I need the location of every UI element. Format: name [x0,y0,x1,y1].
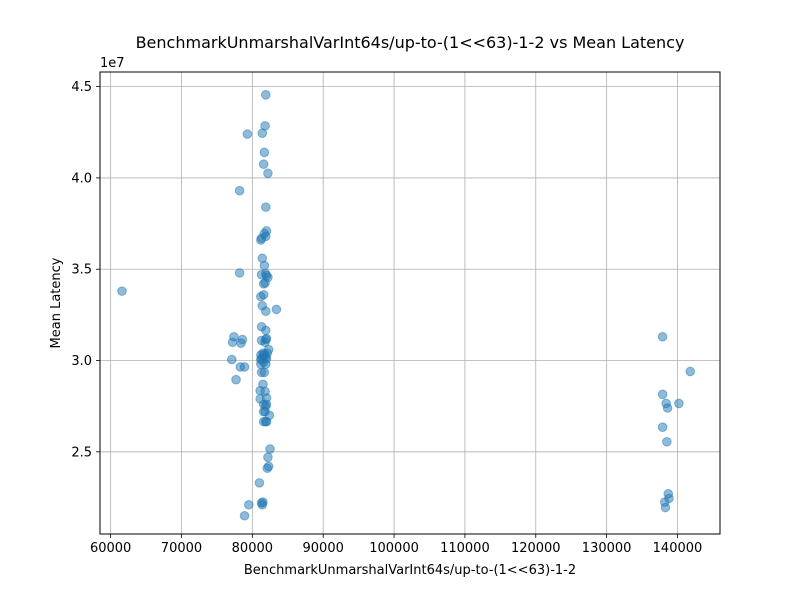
x-axis-label: BenchmarkUnmarshalVarInt64s/up-to-(1<<63… [244,563,576,578]
data-point [258,497,268,507]
x-tick-label: 100000 [369,541,419,556]
data-point [261,333,272,344]
x-tick-label: 130000 [582,541,632,556]
x-tick-label: 140000 [653,541,703,556]
data-point [234,268,245,278]
data-point [662,436,672,447]
x-tick-label: 90000 [303,541,344,556]
data-point [261,202,271,212]
x-tick-label: 80000 [232,541,273,556]
data-point [229,331,239,342]
data-point [237,334,248,345]
y-axis-offset-label: 1e7 [100,56,125,71]
data-point [685,366,696,377]
data-point [117,286,127,296]
data-point [263,168,273,179]
data-point [660,502,671,513]
x-tick-label: 120000 [511,541,561,556]
grid-lines [100,72,720,534]
data-point [271,304,282,315]
data-point [226,354,237,365]
plot-area-frame [99,71,721,535]
data-point [664,493,674,504]
data-point [231,374,241,385]
data-point [259,147,270,158]
y-tick-label: 4.5 [71,80,92,95]
data-point [239,510,250,521]
data-point [264,410,275,421]
data-point [263,272,273,283]
data-point [244,499,254,510]
chart-title: BenchmarkUnmarshalVarInt64s/up-to-(1<<63… [136,33,685,52]
data-point [657,422,668,432]
data-point [259,367,270,378]
data-point [260,121,270,131]
y-tick-label: 3.0 [71,354,92,369]
y-tick-label: 3.5 [71,263,92,278]
data-point [261,325,271,336]
data-point [261,90,271,100]
y-tick-label: 4.0 [71,171,92,186]
data-point [263,344,274,355]
data-point [261,399,272,410]
data-point [263,452,273,463]
axis-ticks: 60000 70000 80000 90000 100000 110000 120000 13… [71,80,702,556]
data-point [258,159,269,170]
data-point [265,444,275,454]
x-tick-label: 70000 [161,541,202,556]
data-point [674,398,684,409]
data-point [662,403,673,413]
data-points [117,90,696,521]
data-point [254,478,265,488]
data-point [263,461,274,472]
y-tick-label: 2.5 [71,445,92,460]
data-point [657,331,668,342]
data-point [261,306,271,317]
data-point [239,362,250,372]
data-point [234,185,245,196]
y-axis-label: Mean Latency [49,257,64,348]
data-point [242,129,253,139]
data-point [259,260,270,271]
data-point [657,389,668,400]
x-tick-label: 110000 [440,541,490,556]
x-tick-label: 60000 [90,541,131,556]
data-point [261,226,272,236]
data-point [258,289,269,300]
